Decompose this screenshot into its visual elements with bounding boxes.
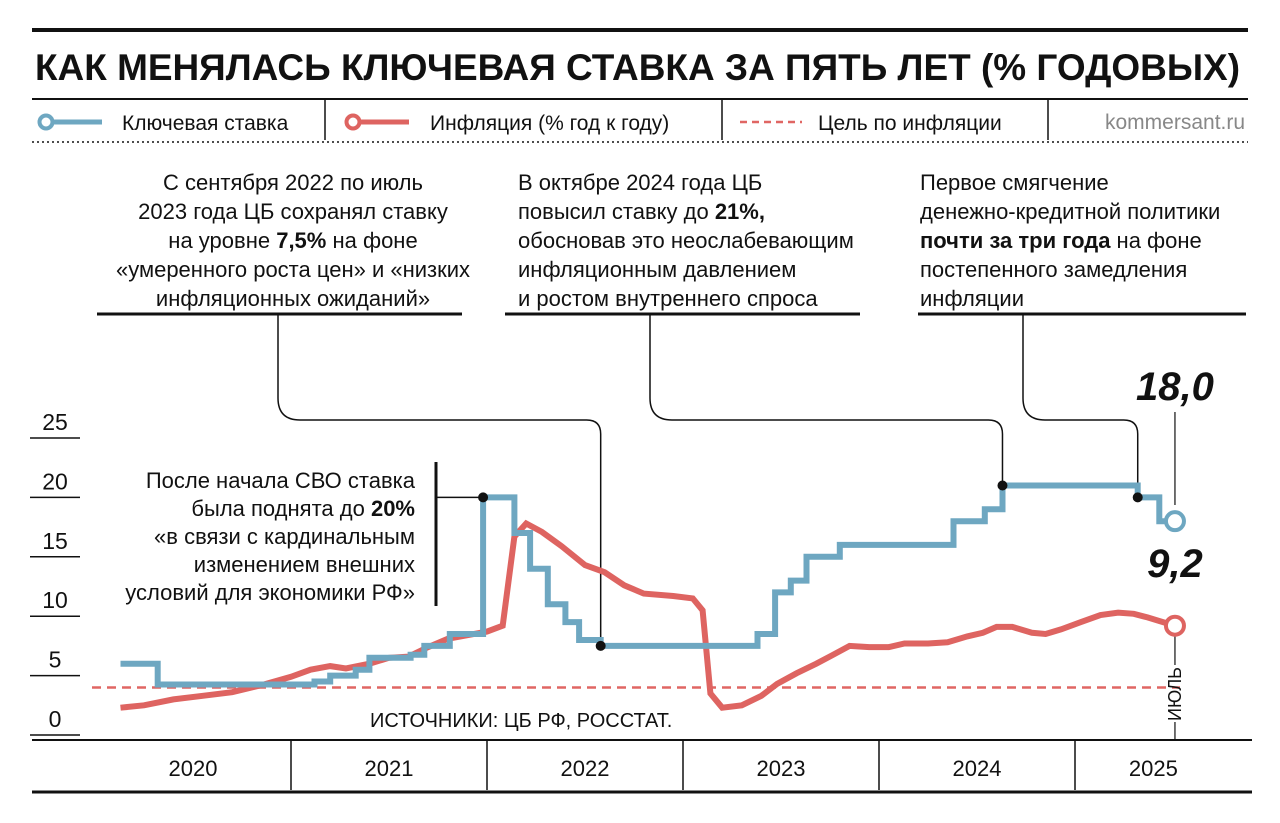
annotation-connector: [649, 314, 1004, 486]
annotation-dot: [997, 480, 1008, 491]
annotation-segment: денежно-кредитной политики: [920, 199, 1220, 224]
annotation-segment: 21%,: [715, 199, 765, 224]
annotation-segment: обосновав это неослабевающим: [518, 228, 854, 253]
annotation-segment: была поднята до: [191, 496, 371, 521]
annotation-segment: постепенного замедления: [920, 257, 1187, 282]
annotation-text: денежно-кредитной политики: [920, 199, 1220, 224]
annotation-text: Первое смягчение: [920, 170, 1109, 195]
x-tick-label: 2025: [1129, 756, 1178, 781]
y-tick-label: 15: [42, 528, 68, 554]
annotation-segment: 2023 года ЦБ сохранял ставку: [138, 199, 448, 224]
sources: ИСТОЧНИКИ: ЦБ РФ, РОССТАТ.: [370, 710, 672, 732]
end-value-label: 9,2: [1147, 542, 1203, 586]
annotation-segment: В октябре 2024 года ЦБ: [518, 170, 762, 195]
annotation-text: и ростом внутреннего спроса: [518, 286, 818, 311]
y-tick-label: 0: [49, 706, 62, 732]
annotation-dot: [595, 640, 606, 651]
annotation-text: В октябре 2024 года ЦБ: [518, 170, 762, 195]
series-line: [120, 482, 1175, 688]
annotation-segment: на фоне: [326, 228, 417, 253]
chart-title: КАК МЕНЯЛАСЬ КЛЮЧЕВАЯ СТАВКА ЗА ПЯТЬ ЛЕТ…: [35, 47, 1240, 88]
x-tick-label: 2021: [365, 756, 414, 781]
y-tick-label: 5: [49, 647, 62, 673]
legend-label: Инфляция (% год к году): [430, 112, 669, 135]
x-end-label: ИЮЛЬ: [1165, 667, 1185, 721]
end-marker: [1163, 510, 1186, 533]
annotation-text: 2023 года ЦБ сохранял ставку: [138, 199, 448, 224]
y-tick-label: 20: [42, 468, 68, 494]
annotation-segment: на уровне: [168, 228, 276, 253]
x-tick-label: 2023: [757, 756, 806, 781]
annotation-connector: [277, 314, 602, 646]
annotation-segment: 7,5%: [276, 228, 326, 253]
annotation-text: повысил ставку до 21%,: [518, 199, 765, 224]
annotation-segment: 20%: [371, 496, 415, 521]
end-value-label: 18,0: [1136, 365, 1214, 409]
annotation-segment: инфляции: [920, 286, 1024, 311]
annotation-connector: [1022, 314, 1139, 498]
x-tick-label: 2022: [561, 756, 610, 781]
annotation-text: инфляции: [920, 286, 1024, 311]
annotation-text: на уровне 7,5% на фоне: [168, 228, 417, 253]
annotation-segment: изменением внешних: [194, 552, 415, 577]
x-tick-label: 2020: [169, 756, 218, 781]
annotation-segment: почти за три года: [920, 228, 1111, 253]
annotation-text: «в связи с кардинальным: [154, 524, 415, 549]
legend-marker: [344, 113, 362, 131]
legend-marker: [37, 113, 55, 131]
y-tick-label: 10: [42, 587, 68, 613]
annotation-text: условий для экономики РФ»: [125, 580, 415, 605]
legend-label: Цель по инфляции: [818, 112, 1002, 135]
annotation-segment: повысил ставку до: [518, 199, 715, 224]
annotation-segment: Первое смягчение: [920, 170, 1109, 195]
annotation-segment: «в связи с кардинальным: [154, 524, 415, 549]
annotation-text: инфляционных ожиданий»: [156, 286, 430, 311]
annotation-segment: условий для экономики РФ»: [125, 580, 415, 605]
y-tick-label: 25: [42, 409, 68, 435]
annotation-segment: «умеренного роста цен» и «низких: [116, 257, 470, 282]
source-site: kommersant.ru: [1105, 111, 1245, 134]
annotation-segment: инфляционным давлением: [518, 257, 796, 282]
annotation-text: постепенного замедления: [920, 257, 1187, 282]
end-marker: [1163, 614, 1186, 637]
annotation-text: «умеренного роста цен» и «низких: [116, 257, 470, 282]
annotation-text: была поднята до 20%: [191, 496, 415, 521]
annotation-text: С сентября 2022 по июль: [163, 170, 423, 195]
annotation-segment: С сентября 2022 по июль: [163, 170, 423, 195]
x-tick-label: 2024: [953, 756, 1002, 781]
annotation-segment: инфляционных ожиданий»: [156, 286, 430, 311]
legend-label: Ключевая ставка: [122, 112, 289, 135]
annotation-segment: на фоне: [1110, 228, 1201, 253]
annotation-text: почти за три года на фоне: [920, 228, 1202, 253]
annotation-text: изменением внешних: [194, 552, 415, 577]
annotation-segment: После начала СВО ставка: [146, 468, 416, 493]
annotation-text: После начала СВО ставка: [146, 468, 416, 493]
annotation-segment: и ростом внутреннего спроса: [518, 286, 818, 311]
annotation-text: обосновав это неослабевающим: [518, 228, 854, 253]
annotation-text: инфляционным давлением: [518, 257, 796, 282]
annotation-dot: [1132, 492, 1143, 503]
annotation-dot: [478, 492, 489, 503]
